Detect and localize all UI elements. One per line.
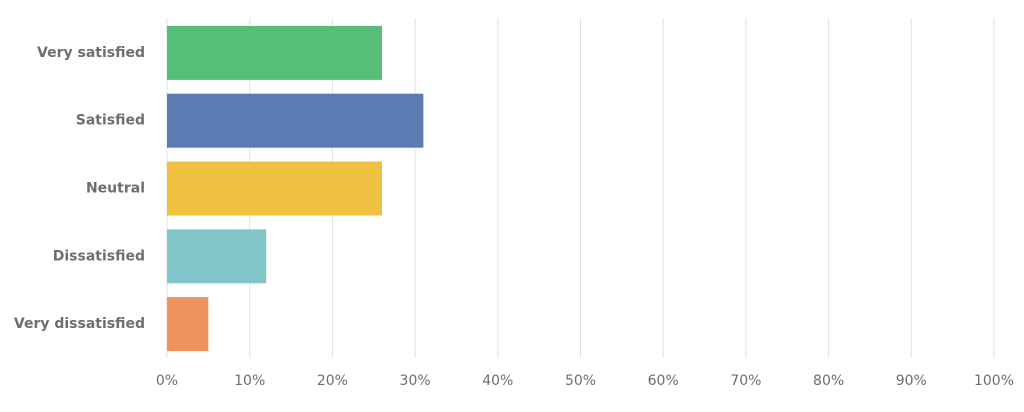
- bar: [167, 297, 209, 352]
- x-tick-label: 20%: [317, 373, 348, 389]
- bar: [167, 93, 424, 148]
- x-tick-label: 70%: [730, 373, 761, 389]
- category-label: Neutral: [86, 181, 145, 197]
- x-tick-label: 100%: [974, 373, 1014, 389]
- category-label: Very satisfied: [37, 45, 145, 61]
- bar: [167, 229, 267, 284]
- x-tick-label: 90%: [896, 373, 927, 389]
- category-label: Dissatisfied: [53, 248, 145, 264]
- x-tick-label: 10%: [234, 373, 265, 389]
- x-tick-label: 50%: [565, 373, 596, 389]
- x-tick-label: 0%: [156, 373, 178, 389]
- x-tick-label: 40%: [482, 373, 513, 389]
- bar: [167, 161, 383, 216]
- category-label: Satisfied: [76, 113, 145, 129]
- category-label: Very dissatisfied: [14, 316, 145, 332]
- bar: [167, 25, 383, 80]
- x-tick-label: 60%: [648, 373, 679, 389]
- x-tick-label: 30%: [400, 373, 431, 389]
- x-tick-label: 80%: [813, 373, 844, 389]
